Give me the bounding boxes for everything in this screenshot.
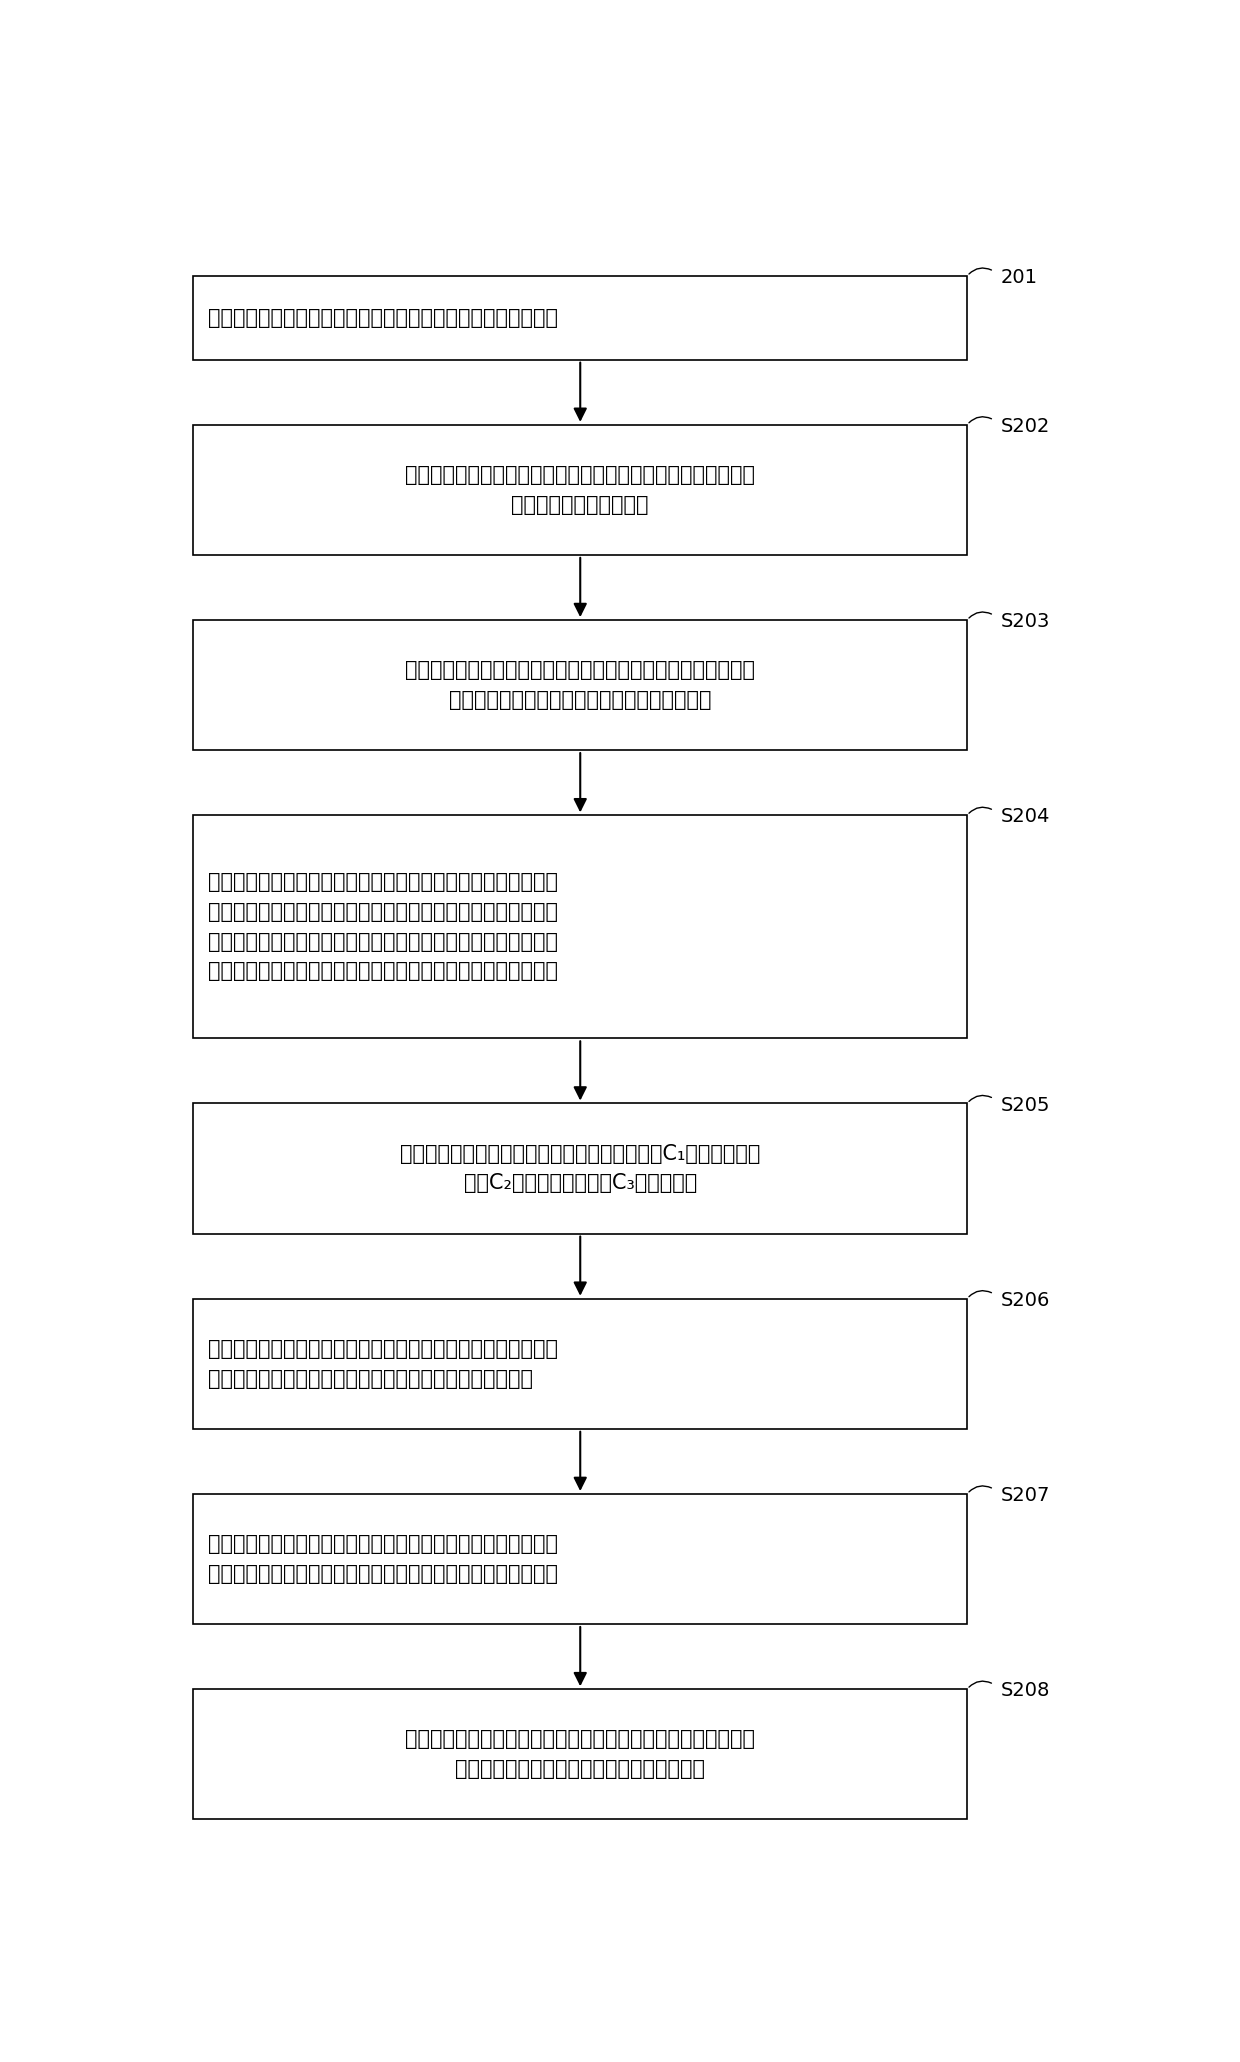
Text: 根据所述第一干涉腔、所述第二干涉腔、所述第三干涉腔以及所
述第四干涉腔的检测结果计算得出所述子孔径区域的材料均匀性: 根据所述第一干涉腔、所述第二干涉腔、所述第三干涉腔以及所 述第四干涉腔的检测结果…: [208, 1534, 558, 1584]
Text: 将待检测光学玻璃的上下表面进行抛光得到平行平板作为被检镜: 将待检测光学玻璃的上下表面进行抛光得到平行平板作为被检镜: [208, 307, 558, 328]
Text: 201: 201: [1001, 268, 1038, 287]
Text: S205: S205: [1001, 1095, 1050, 1113]
Bar: [193, 1299, 967, 1429]
Text: S203: S203: [1001, 612, 1050, 631]
Text: S204: S204: [1001, 808, 1050, 827]
Text: 将所述被检镜至少划分为三个子孔径区域，其中，相邻的两个相
子孔径区域具有重叠区域: 将所述被检镜至少划分为三个子孔径区域，其中，相邻的两个相 子孔径区域具有重叠区域: [405, 466, 755, 516]
Text: 调整所述被检镜的位置使得所述多个子孔径区域中的任一个子孔
径区域与透射平面镜头形成的干涉条纹为零条纹: 调整所述被检镜的位置使得所述多个子孔径区域中的任一个子孔 径区域与透射平面镜头形…: [405, 660, 755, 709]
Text: S206: S206: [1001, 1291, 1050, 1309]
Text: 调节反射平面镜头位置使得所述反射平面镜头与所述透射平面镜
头形成的干涉条纹为零条纹，其中，所述透射平面镜头与所述被
检镜前表面形成第一干涉腔，所述被检镜上下两个: 调节反射平面镜头位置使得所述反射平面镜头与所述透射平面镜 头形成的干涉条纹为零条…: [208, 872, 558, 982]
Bar: [193, 814, 967, 1039]
Text: S208: S208: [1001, 1681, 1050, 1701]
Bar: [193, 1103, 967, 1233]
Text: 获取所述透射平面镜头和所述透射平面镜头形成的第四干涉腔，
根据波长移相干涉原理计算得出所述第四干涉腔的检测结果: 获取所述透射平面镜头和所述透射平面镜头形成的第四干涉腔， 根据波长移相干涉原理计…: [208, 1338, 558, 1388]
Bar: [193, 621, 967, 751]
Bar: [193, 1689, 967, 1819]
Bar: [193, 425, 967, 555]
Text: S207: S207: [1001, 1487, 1050, 1505]
Text: 利用子孔径拼接算法将全部的子孔径区域的材料均匀性进行拼接
计算以获得所述大口径光学玻璃的材料均匀性: 利用子孔径拼接算法将全部的子孔径区域的材料均匀性进行拼接 计算以获得所述大口径光…: [405, 1730, 755, 1780]
Text: 根据波长移相干涉原理计算得出所述第一干涉腔C₁、所述第二干
涉腔C₂及所述第三干涉腔C₃的检测结果: 根据波长移相干涉原理计算得出所述第一干涉腔C₁、所述第二干 涉腔C₂及所述第三干…: [401, 1144, 760, 1194]
Bar: [193, 276, 967, 359]
Text: S202: S202: [1001, 417, 1050, 435]
Bar: [193, 1493, 967, 1625]
